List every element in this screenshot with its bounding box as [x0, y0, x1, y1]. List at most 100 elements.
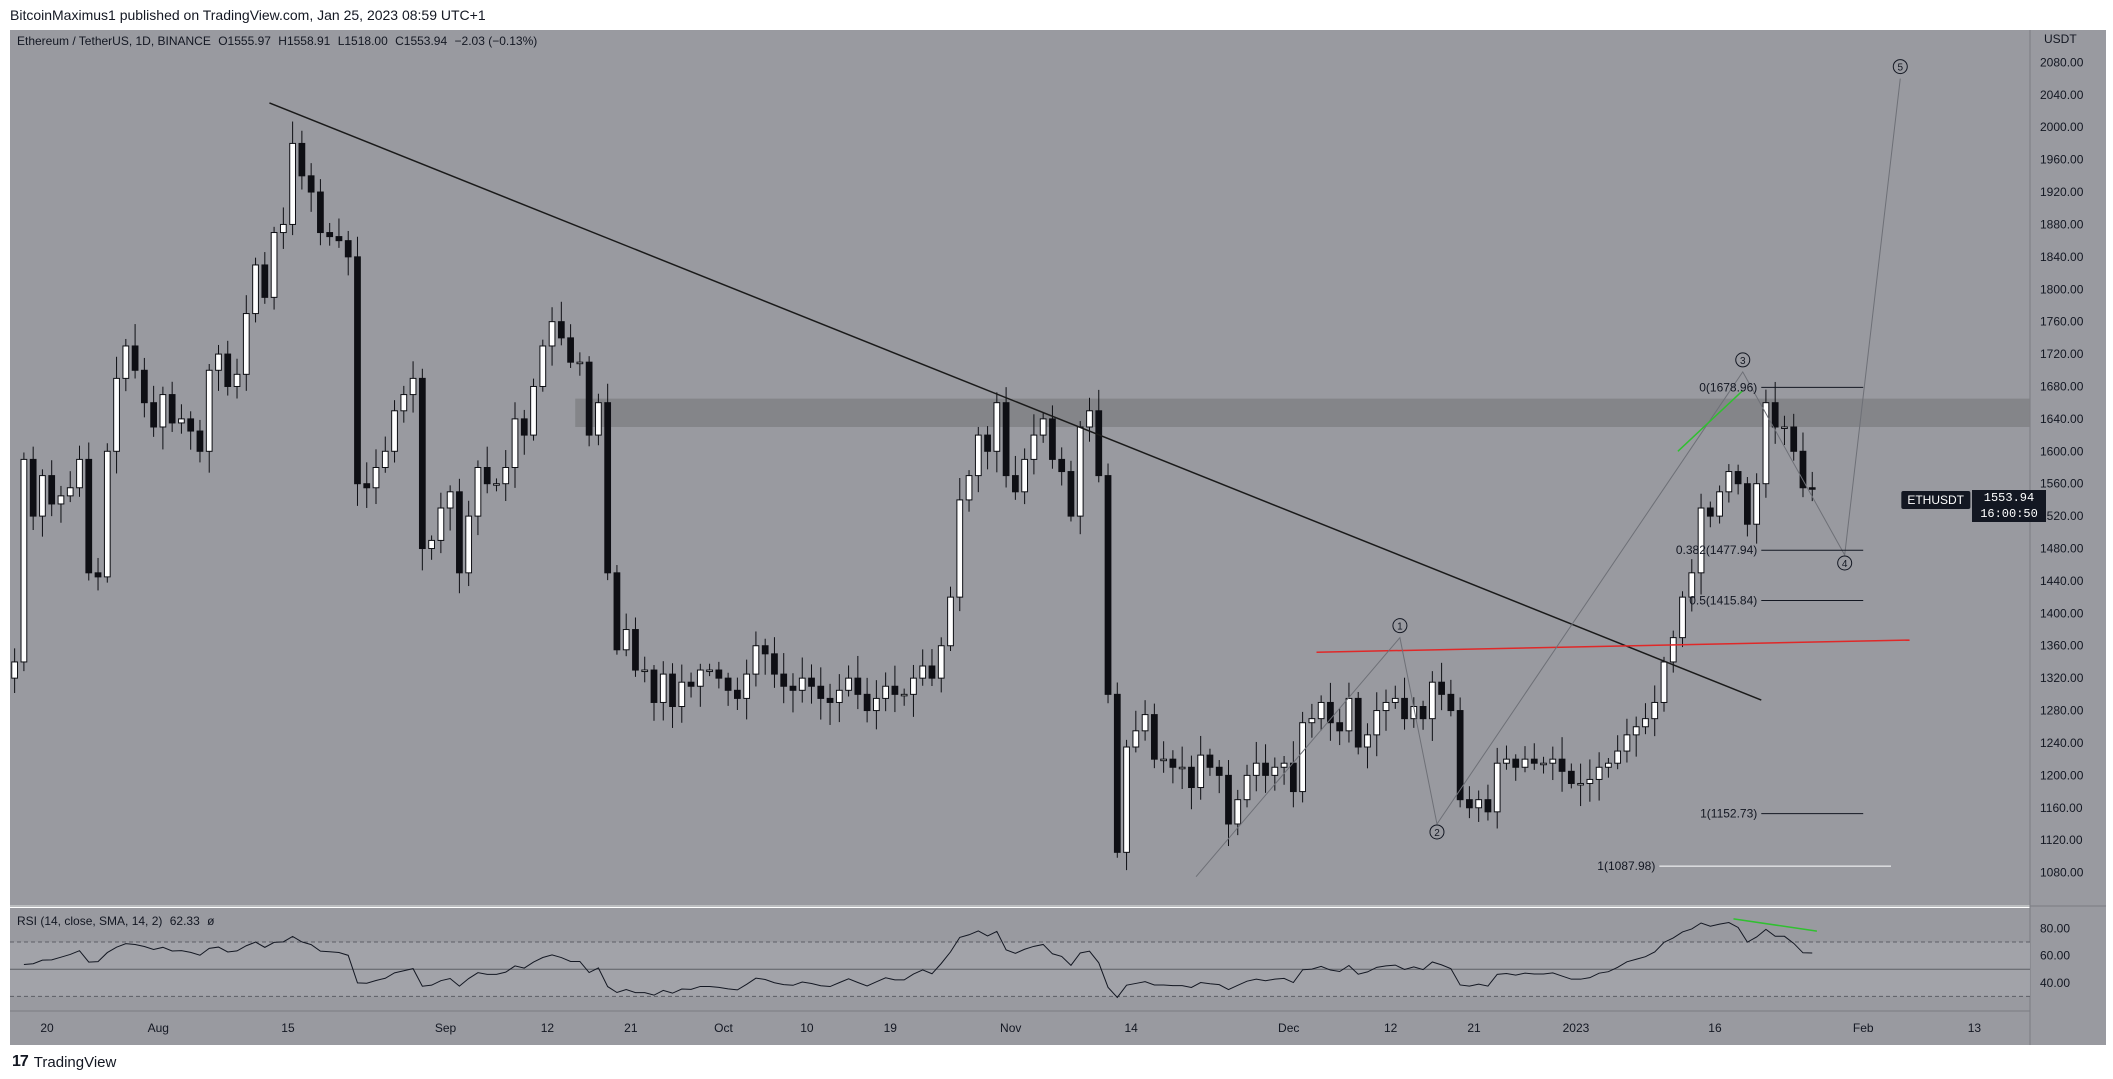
- time-tick-label: 19: [884, 1021, 898, 1035]
- ohlc-close: C1553.94: [395, 34, 448, 48]
- descending-trendline: [269, 102, 1762, 701]
- price-tick-label: 1480.00: [2040, 542, 2084, 556]
- candle-up: [539, 345, 547, 387]
- fib-level-label: 0.382(1477.94): [1676, 543, 1757, 557]
- price-tick-label: 1280.00: [2040, 704, 2084, 718]
- candle-down: [335, 236, 343, 242]
- candle-up: [465, 515, 473, 574]
- wave-label: 5: [1897, 63, 1903, 74]
- candle-up: [1475, 799, 1483, 809]
- candle-down: [724, 677, 732, 691]
- candle-down: [1169, 758, 1177, 768]
- candle-up: [1345, 697, 1353, 732]
- candle-up: [974, 434, 982, 477]
- price-tick-label: 1120.00: [2040, 833, 2083, 847]
- candle-up: [1039, 418, 1047, 436]
- candle-down: [298, 142, 306, 177]
- candle-up: [66, 487, 74, 497]
- candle-up: [696, 669, 704, 687]
- publisher-text: BitcoinMaximus1 published on TradingView…: [10, 7, 486, 23]
- wave-label-circle: [1429, 824, 1445, 840]
- candle-up: [493, 483, 500, 486]
- price-tick-label: 1440.00: [2040, 574, 2084, 588]
- footer-bar: 17 TradingView: [0, 1045, 2113, 1079]
- price-tick-label: 1880.00: [2040, 217, 2084, 231]
- candle-down: [891, 685, 899, 695]
- wave-label: 2: [1434, 828, 1440, 839]
- candle-down: [363, 483, 371, 489]
- time-tick-label: Dec: [1278, 1021, 1299, 1035]
- candle-down: [1058, 458, 1066, 473]
- candle-up: [1308, 718, 1316, 724]
- candle-up: [428, 539, 435, 550]
- candle-down: [1419, 706, 1427, 720]
- candle-up: [205, 369, 213, 452]
- candle-up: [252, 264, 259, 315]
- wave-green-segment: [1677, 389, 1744, 452]
- candle-up: [752, 645, 760, 675]
- time-tick-label: 2023: [1563, 1021, 1590, 1035]
- wave-label-circle: [1735, 352, 1751, 368]
- candle-down: [1456, 710, 1464, 801]
- candle-up: [622, 629, 630, 651]
- price-tick-label: 1520.00: [2040, 509, 2084, 523]
- candle-up: [937, 645, 945, 679]
- time-tick-label: 12: [1384, 1021, 1398, 1035]
- candle-down: [1206, 754, 1214, 768]
- candle-down: [94, 572, 102, 578]
- price-axis-unit: USDT: [2044, 32, 2077, 46]
- candle-up: [215, 353, 222, 371]
- price-tick-label: 1960.00: [2040, 153, 2084, 167]
- candle-down: [613, 572, 621, 651]
- price-tick-label: 1760.00: [2040, 315, 2084, 329]
- candle-down: [771, 653, 778, 675]
- tradingview-brand[interactable]: 17 TradingView: [12, 1053, 116, 1071]
- price-tick-label: 1200.00: [2040, 768, 2084, 782]
- candle-down: [1567, 770, 1575, 784]
- time-tick-label: 21: [1467, 1021, 1481, 1035]
- candle-down: [734, 689, 741, 699]
- candle-up: [1521, 758, 1529, 768]
- price-tick-label: 2040.00: [2040, 88, 2084, 102]
- candle-down: [1289, 762, 1297, 793]
- candle-up: [882, 685, 890, 699]
- symbol-title: Ethereum / TetherUS, 1D, BINANCE: [17, 34, 211, 48]
- candle-up: [391, 410, 398, 452]
- candle-up: [1280, 762, 1288, 768]
- candle-up: [1076, 426, 1084, 517]
- time-tick-label: Aug: [148, 1021, 169, 1035]
- rsi-line: [23, 922, 1813, 999]
- candle-down: [326, 232, 334, 238]
- candle-up: [993, 402, 1001, 452]
- candle-up: [1781, 426, 1788, 429]
- candle-up: [548, 321, 556, 347]
- candle-up: [1382, 701, 1390, 712]
- candle-up: [743, 673, 751, 699]
- candle-down: [1790, 426, 1798, 452]
- candle-up: [1540, 762, 1547, 766]
- candle-down: [168, 394, 176, 424]
- price-tick-label: 1080.00: [2040, 866, 2084, 880]
- candle-down: [817, 685, 825, 699]
- wave-label: 1: [1397, 622, 1403, 633]
- candle-up: [1373, 710, 1381, 736]
- candle-up: [1586, 778, 1594, 784]
- price-tick-label: 1600.00: [2040, 444, 2084, 458]
- candle-down: [261, 264, 269, 298]
- candle-up: [1364, 734, 1371, 748]
- publisher-bar: BitcoinMaximus1 published on TradingView…: [0, 0, 2113, 30]
- candle-up: [530, 385, 537, 436]
- candle-up: [1688, 572, 1696, 598]
- fib-level-label: 1(1152.73): [1700, 807, 1757, 821]
- candle-up: [1660, 661, 1668, 703]
- candle-up: [1632, 726, 1640, 736]
- candle-up: [242, 313, 250, 375]
- candle-down: [1225, 774, 1232, 825]
- candle-down: [669, 673, 676, 708]
- candle-up: [233, 373, 241, 387]
- candle-down: [1188, 766, 1195, 789]
- candle-up: [1549, 758, 1557, 764]
- candle-up: [1243, 774, 1251, 801]
- candle-down: [687, 681, 695, 687]
